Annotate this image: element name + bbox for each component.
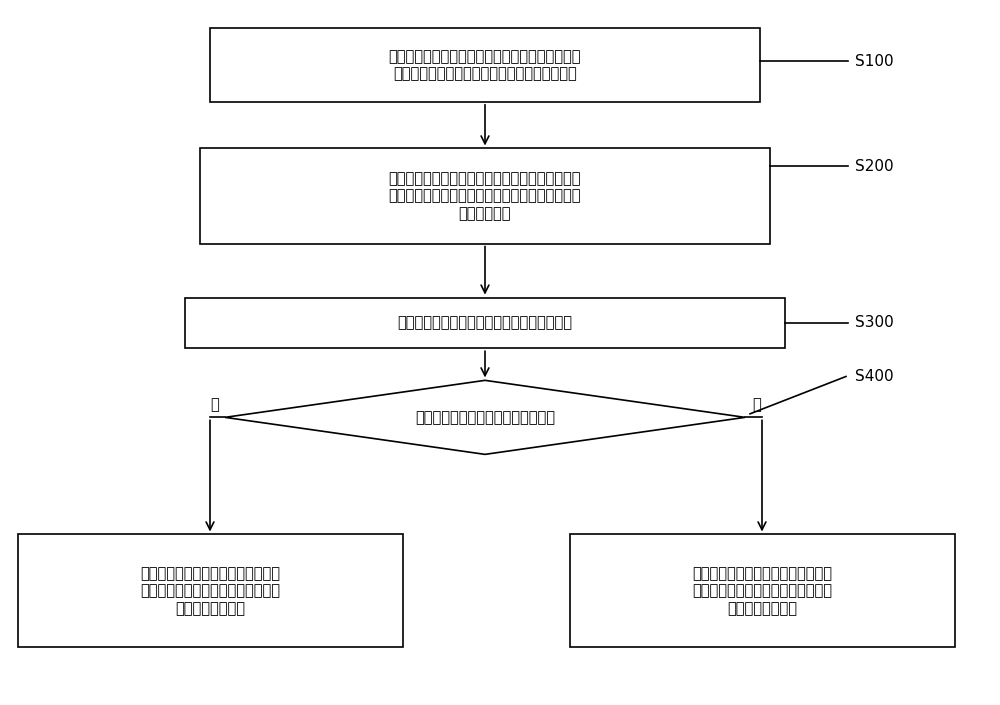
Text: S400: S400 <box>855 369 894 384</box>
Text: S200: S200 <box>855 159 894 174</box>
Text: S300: S300 <box>855 315 894 331</box>
Text: 判断实际过冷度是否大于目标过冷度: 判断实际过冷度是否大于目标过冷度 <box>415 410 555 425</box>
Text: 获取冷凝器出口处的液管温度、压缩机的排气压力
及其对应的高压饱和温度以及压缩机的排气温度: 获取冷凝器出口处的液管温度、压缩机的排气压力 及其对应的高压饱和温度以及压缩机的… <box>389 49 581 81</box>
FancyBboxPatch shape <box>210 27 760 102</box>
Text: 控制冷凝器出口处的一次节流装置的
开度增大，且蒸发器入口处的二次节
流装置的开度减小: 控制冷凝器出口处的一次节流装置的 开度增大，且蒸发器入口处的二次节 流装置的开度… <box>140 566 280 615</box>
FancyBboxPatch shape <box>18 534 403 647</box>
Text: 控制冷凝器出口处的一次节流装置的
开度减小，且蒸发器入口处的二次节
流装置的开度增大: 控制冷凝器出口处的一次节流装置的 开度减小，且蒸发器入口处的二次节 流装置的开度… <box>692 566 832 615</box>
Text: S100: S100 <box>855 54 894 69</box>
Text: 根据压缩机的实际排气过热度获得目标过冷度: 根据压缩机的实际排气过热度获得目标过冷度 <box>397 315 572 331</box>
Text: 否: 否 <box>753 397 761 412</box>
Text: 是: 是 <box>211 397 219 412</box>
FancyBboxPatch shape <box>200 149 770 243</box>
FancyBboxPatch shape <box>570 534 954 647</box>
Text: 根据高压饱和温度和冷凝器出口处的液管温度计算
实际过冷度；根据排气温度和高压饱和温度计算实
际排气过热度: 根据高压饱和温度和冷凝器出口处的液管温度计算 实际过冷度；根据排气温度和高压饱和… <box>389 171 581 221</box>
FancyBboxPatch shape <box>185 298 785 348</box>
Polygon shape <box>225 380 745 454</box>
